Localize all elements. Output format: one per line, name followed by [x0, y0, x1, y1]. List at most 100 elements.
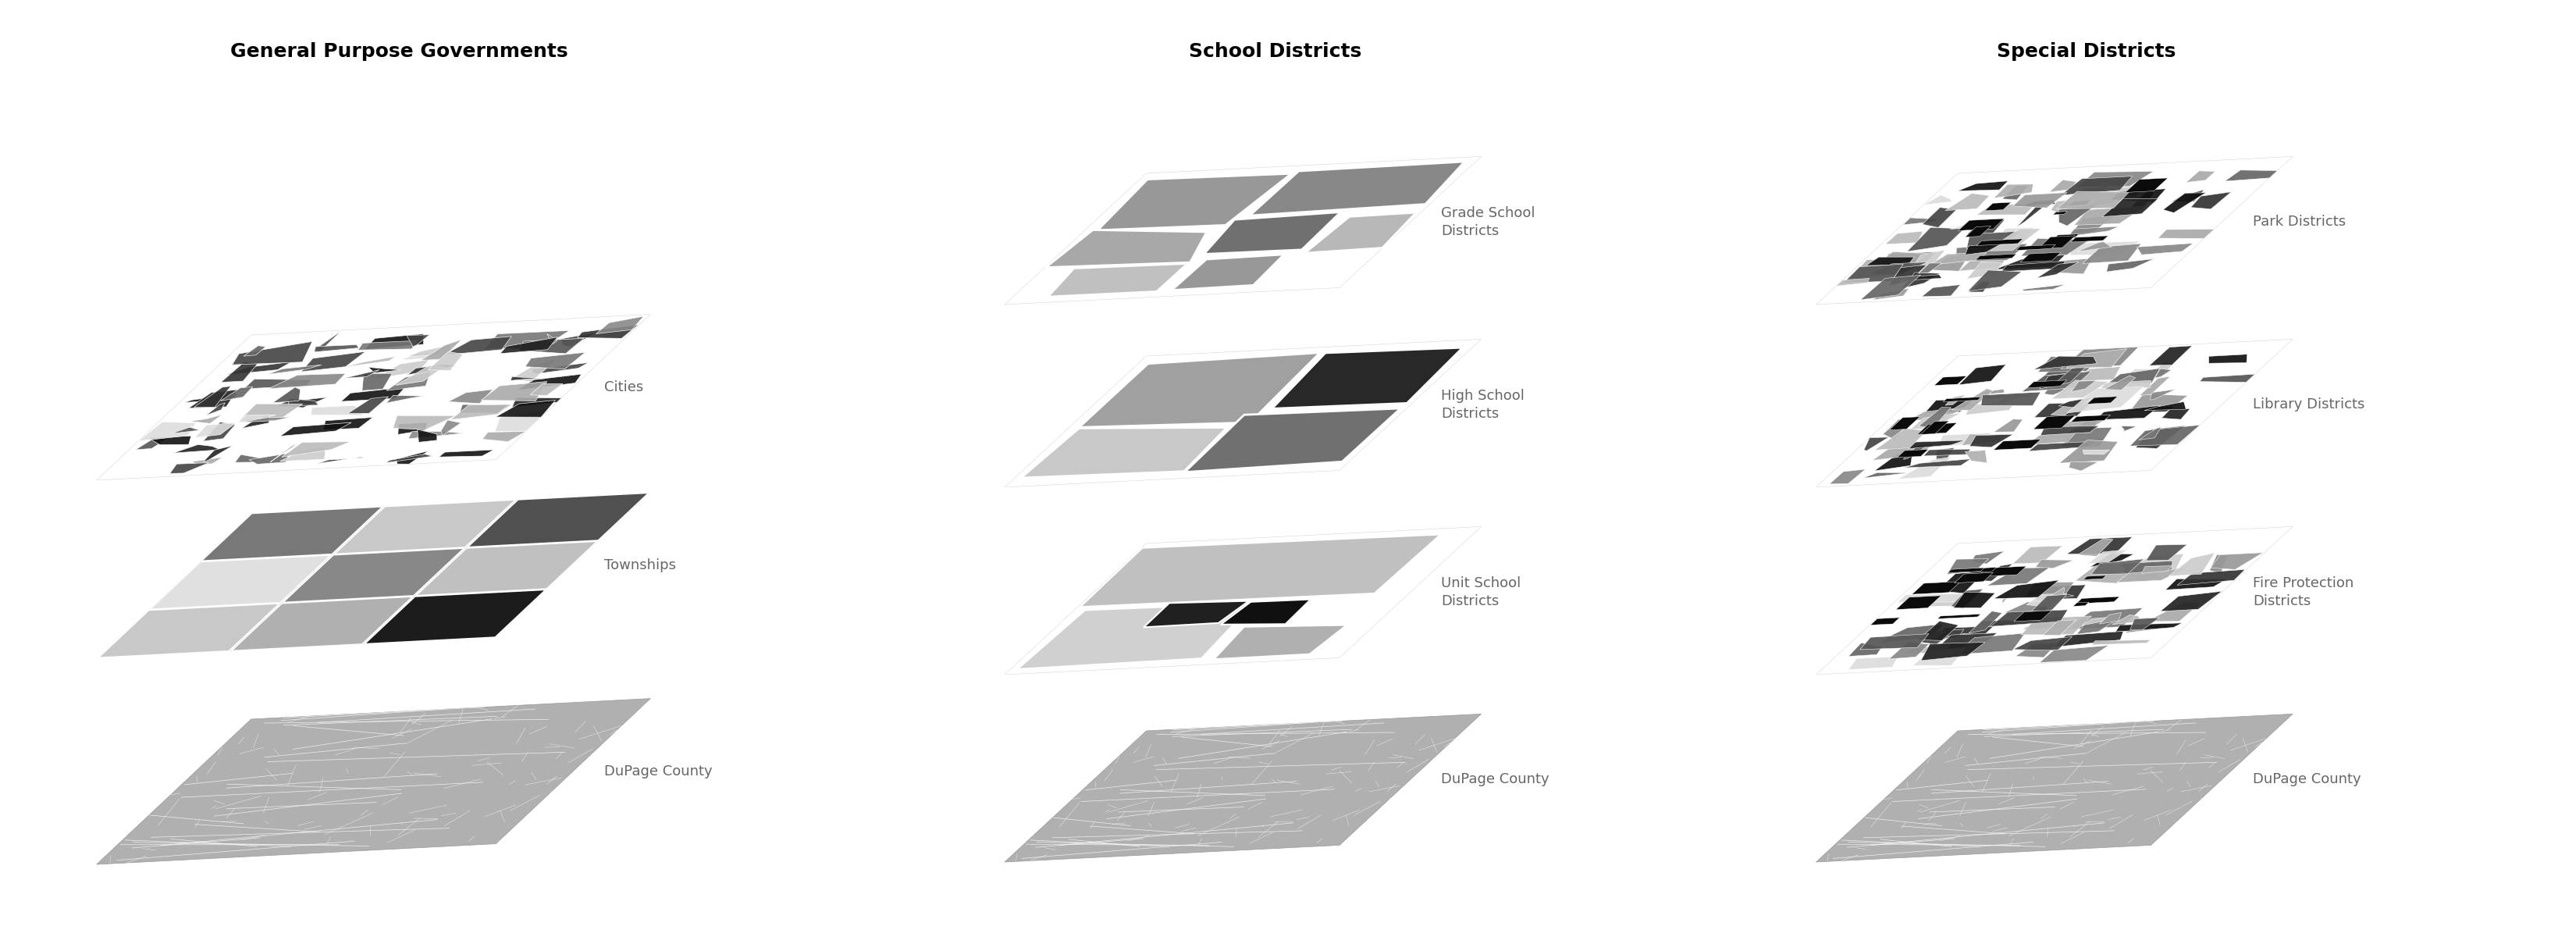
- Polygon shape: [1942, 397, 1981, 402]
- Polygon shape: [1994, 419, 2022, 432]
- Polygon shape: [2045, 388, 2069, 395]
- Polygon shape: [1901, 273, 1940, 289]
- Polygon shape: [2190, 192, 2231, 209]
- Polygon shape: [2012, 636, 2071, 650]
- Polygon shape: [2166, 579, 2226, 590]
- Polygon shape: [1888, 417, 1919, 430]
- Polygon shape: [137, 437, 167, 450]
- Polygon shape: [1958, 364, 2007, 385]
- Polygon shape: [276, 397, 327, 408]
- Polygon shape: [2148, 369, 2172, 379]
- Polygon shape: [98, 699, 649, 864]
- Polygon shape: [1919, 636, 1950, 645]
- Polygon shape: [1005, 156, 1481, 305]
- Polygon shape: [1904, 459, 1971, 468]
- Polygon shape: [2050, 200, 2076, 213]
- Polygon shape: [204, 446, 232, 462]
- Polygon shape: [1888, 642, 1929, 659]
- Polygon shape: [368, 367, 402, 373]
- Polygon shape: [482, 381, 546, 401]
- Polygon shape: [1896, 450, 1929, 457]
- Polygon shape: [1976, 254, 2017, 260]
- Polygon shape: [2022, 200, 2056, 207]
- Polygon shape: [2030, 594, 2066, 615]
- Polygon shape: [2117, 569, 2187, 583]
- Polygon shape: [513, 397, 562, 408]
- Polygon shape: [2208, 354, 2246, 364]
- Polygon shape: [2032, 356, 2097, 369]
- Polygon shape: [2066, 387, 2143, 413]
- Polygon shape: [2148, 362, 2174, 375]
- Polygon shape: [1883, 419, 1911, 439]
- Polygon shape: [2030, 441, 2097, 452]
- Polygon shape: [1868, 262, 1927, 275]
- Polygon shape: [1046, 230, 1206, 267]
- Polygon shape: [2110, 188, 2166, 202]
- Polygon shape: [2027, 599, 2056, 617]
- Text: Library Districts: Library Districts: [2251, 397, 2365, 411]
- Polygon shape: [2027, 380, 2066, 388]
- Polygon shape: [2141, 377, 2172, 395]
- Polygon shape: [1968, 281, 1991, 292]
- Polygon shape: [139, 422, 196, 441]
- Polygon shape: [1984, 202, 2012, 211]
- Polygon shape: [428, 351, 464, 371]
- Polygon shape: [1937, 571, 1986, 593]
- Polygon shape: [2014, 611, 2050, 621]
- Polygon shape: [1221, 600, 1311, 625]
- Polygon shape: [2035, 559, 2074, 569]
- Text: Park Districts: Park Districts: [2251, 215, 2347, 229]
- Polygon shape: [2210, 555, 2228, 573]
- Polygon shape: [1899, 275, 1942, 281]
- Polygon shape: [1924, 399, 1973, 413]
- Polygon shape: [325, 417, 374, 430]
- Polygon shape: [407, 364, 456, 375]
- Polygon shape: [1873, 443, 1935, 460]
- Polygon shape: [1922, 426, 1945, 434]
- Polygon shape: [98, 492, 649, 658]
- Polygon shape: [2187, 171, 2215, 183]
- Polygon shape: [240, 404, 301, 421]
- Polygon shape: [268, 374, 345, 389]
- Polygon shape: [1924, 195, 1953, 205]
- Polygon shape: [2022, 371, 2092, 392]
- Polygon shape: [2169, 553, 2215, 576]
- Polygon shape: [270, 443, 299, 462]
- Polygon shape: [2115, 369, 2161, 383]
- Polygon shape: [343, 370, 379, 379]
- Polygon shape: [531, 363, 587, 374]
- Polygon shape: [1945, 193, 1989, 211]
- Polygon shape: [2040, 425, 2099, 436]
- Polygon shape: [1960, 255, 2009, 271]
- Polygon shape: [193, 386, 232, 408]
- Polygon shape: [317, 457, 363, 464]
- Polygon shape: [1873, 289, 1909, 300]
- Polygon shape: [204, 422, 234, 441]
- Polygon shape: [466, 493, 649, 547]
- Polygon shape: [2066, 349, 2128, 368]
- Polygon shape: [2053, 632, 2123, 647]
- Polygon shape: [397, 423, 428, 435]
- Polygon shape: [1172, 254, 1285, 290]
- Polygon shape: [2094, 406, 2161, 420]
- Polygon shape: [1981, 392, 2040, 406]
- Polygon shape: [268, 364, 322, 375]
- Polygon shape: [1816, 339, 2293, 487]
- Text: Cities: Cities: [603, 380, 644, 394]
- Polygon shape: [2035, 585, 2087, 600]
- Polygon shape: [510, 377, 544, 380]
- Polygon shape: [2035, 402, 2092, 418]
- Polygon shape: [2012, 193, 2066, 208]
- Polygon shape: [2138, 244, 2192, 255]
- Polygon shape: [407, 345, 451, 357]
- Polygon shape: [2071, 380, 2097, 392]
- Polygon shape: [2069, 227, 2120, 236]
- Polygon shape: [1937, 614, 1981, 618]
- Polygon shape: [312, 406, 363, 415]
- Polygon shape: [2074, 206, 2146, 225]
- Polygon shape: [2076, 242, 2112, 251]
- Polygon shape: [2017, 245, 2056, 250]
- Polygon shape: [1850, 657, 1899, 670]
- Polygon shape: [2066, 187, 2136, 202]
- Polygon shape: [1844, 264, 1904, 283]
